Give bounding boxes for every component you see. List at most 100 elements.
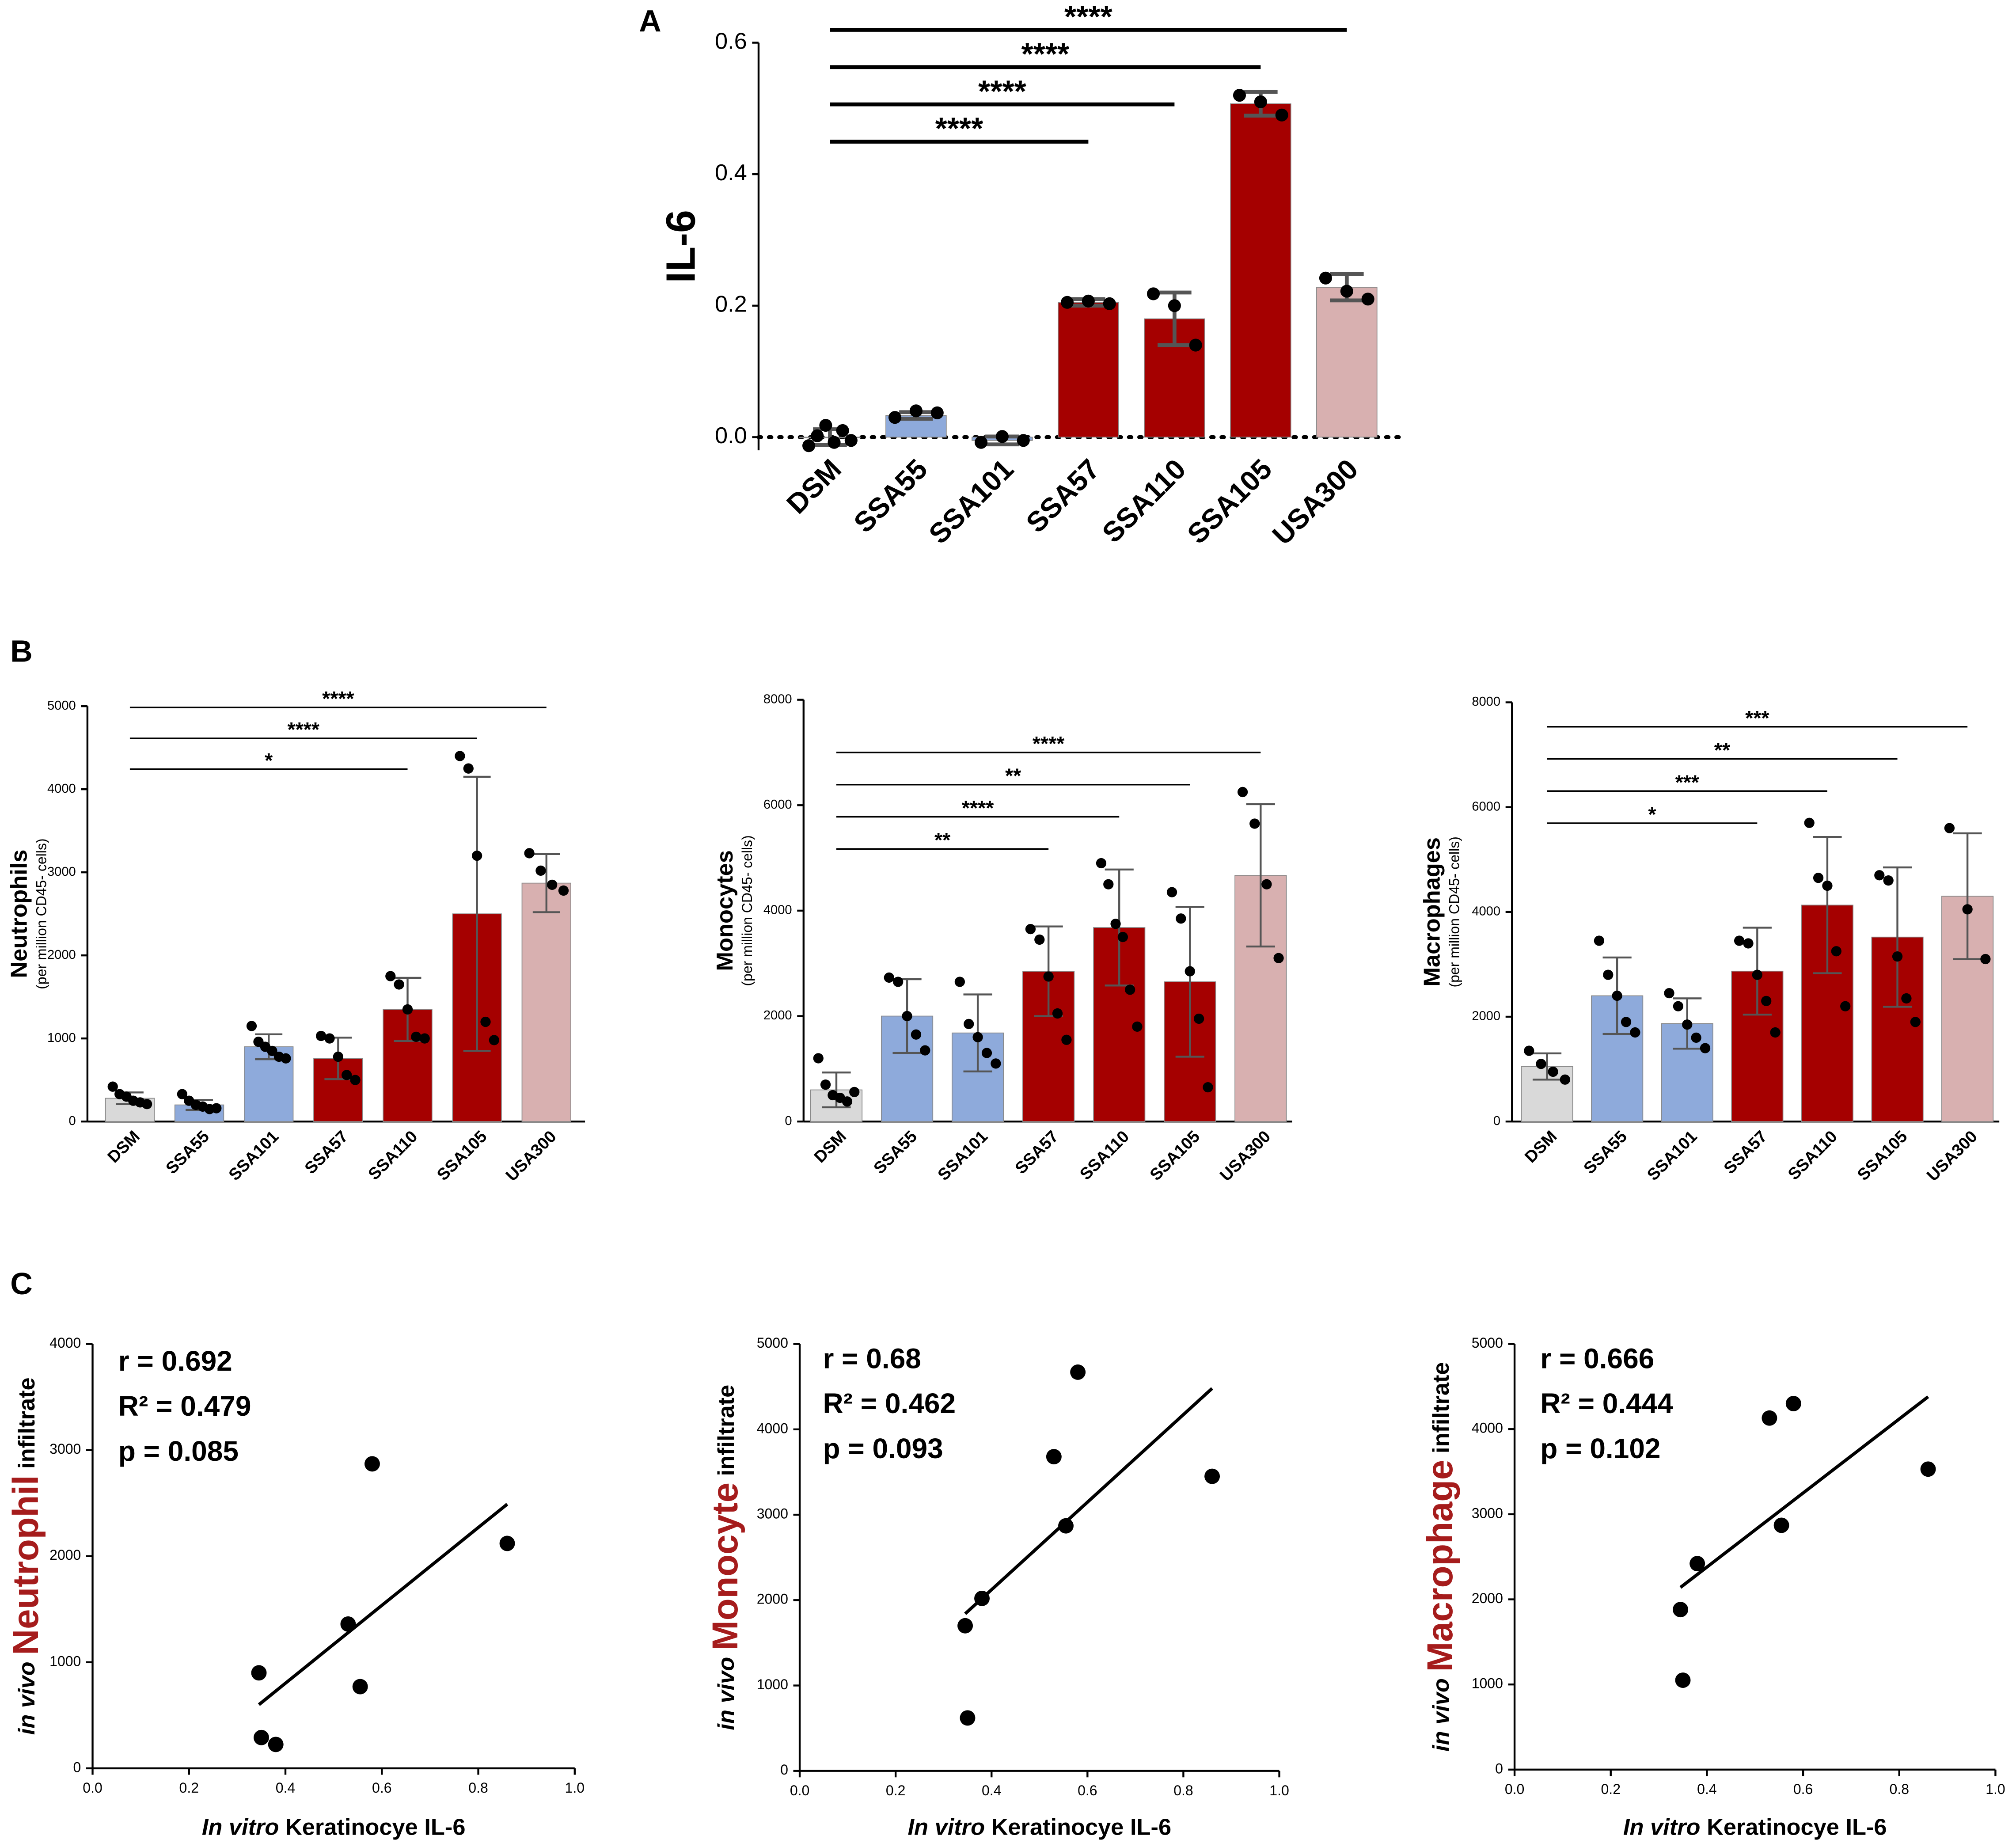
- significance-label: ****: [935, 111, 984, 146]
- data-point: [1980, 954, 1991, 965]
- data-point: [419, 1033, 430, 1044]
- y-axis-label: in vivo Neutrophil infiltrate: [6, 1377, 46, 1735]
- data-point: [1689, 1556, 1705, 1572]
- data-point: [802, 439, 816, 452]
- data-point: [836, 424, 849, 437]
- data-point: [254, 1729, 269, 1745]
- data-point: [1361, 293, 1374, 306]
- stat-annotation: r = 0.68: [823, 1342, 921, 1374]
- data-point: [141, 1099, 152, 1110]
- fit-line: [258, 1503, 509, 1706]
- y-tick-label: 2000: [49, 1547, 81, 1563]
- y-tick-label: 0: [780, 1762, 788, 1778]
- bar: [1022, 971, 1075, 1122]
- data-point: [1052, 1008, 1063, 1019]
- data-point: [1603, 969, 1614, 980]
- data-point: [1273, 953, 1284, 963]
- data-point: [267, 1045, 277, 1056]
- y-label-cell: Macrophage: [1420, 1460, 1460, 1672]
- data-point: [251, 1665, 267, 1681]
- data-point: [1046, 1449, 1062, 1465]
- x-label-prefix: In vitro: [907, 1815, 985, 1840]
- y-tick-label: 1000: [757, 1676, 788, 1692]
- y-tick-label: 4000: [1472, 1420, 1503, 1436]
- y-label-prefix: in vivo: [1428, 1678, 1454, 1752]
- data-point: [1883, 875, 1894, 886]
- y-label-prefix: in vivo: [14, 1661, 40, 1735]
- data-point: [974, 436, 988, 449]
- data-point: [394, 979, 404, 990]
- data-point: [107, 1081, 118, 1092]
- data-point: [1831, 946, 1841, 957]
- data-point: [402, 1004, 413, 1015]
- data-point: [558, 885, 569, 896]
- x-tick-label: SSA105: [1147, 1127, 1204, 1184]
- data-point: [1117, 931, 1128, 943]
- data-point: [342, 1070, 352, 1080]
- y-tick-label: 1000: [49, 1653, 81, 1669]
- y-axis-label: in vivo Macrophage infiltrate: [1420, 1362, 1460, 1752]
- y-axis-label: Neutrophils: [6, 850, 32, 978]
- data-point: [893, 977, 904, 987]
- y-tick-label: 2000: [47, 948, 76, 962]
- data-point: [1340, 285, 1353, 298]
- data-point: [1594, 935, 1605, 946]
- data-point: [1762, 1410, 1777, 1426]
- y-tick-label: 0.4: [715, 160, 747, 186]
- y-label-prefix: in vivo: [714, 1657, 739, 1730]
- y-tick-label: 3000: [49, 1441, 81, 1457]
- data-point: [1944, 823, 1955, 833]
- data-point: [995, 430, 1009, 443]
- data-point: [1261, 879, 1272, 889]
- data-point: [819, 419, 832, 432]
- x-label-rest: Keratinocye IL-6: [1707, 1815, 1887, 1840]
- stat-annotation: p = 0.102: [1540, 1433, 1660, 1464]
- y-tick-label: 2000: [1472, 1009, 1500, 1023]
- data-point: [1822, 880, 1833, 891]
- error-bar: [1175, 906, 1204, 1058]
- data-point: [1682, 1019, 1693, 1030]
- stat-annotation: R² = 0.444: [1540, 1387, 1673, 1419]
- y-tick-label: 4000: [757, 1420, 788, 1436]
- data-point: [1110, 919, 1121, 929]
- data-point: [813, 1053, 824, 1064]
- data-point: [177, 1089, 187, 1099]
- y-tick-label: 4000: [47, 782, 76, 796]
- x-tick-label: 1.0: [565, 1780, 585, 1796]
- y-label-suffix: infiltrate: [14, 1377, 40, 1469]
- y-tick-label: 2000: [763, 1008, 792, 1022]
- x-tick-label: 0.6: [1793, 1781, 1813, 1797]
- data-point: [316, 1030, 327, 1041]
- x-axis-label: In vitro Keratinocye IL-6: [907, 1815, 1171, 1840]
- data-point: [1673, 1602, 1689, 1618]
- x-tick-label: 0.4: [1697, 1781, 1716, 1797]
- y-tick-label: 0.0: [715, 423, 747, 448]
- data-point: [964, 1019, 974, 1030]
- x-tick-label: 0.6: [372, 1780, 391, 1796]
- panel-label: A: [639, 4, 661, 38]
- x-tick-label: 0.6: [1078, 1782, 1097, 1798]
- bar: [1058, 302, 1119, 438]
- data-point: [902, 1011, 912, 1022]
- data-point: [1962, 904, 1973, 915]
- data-point: [333, 1051, 343, 1062]
- data-point: [1840, 1001, 1851, 1011]
- data-point: [974, 1590, 990, 1606]
- x-tick-label: SSA55: [163, 1127, 213, 1178]
- data-point: [1319, 271, 1332, 285]
- y-tick-label: 4000: [763, 903, 792, 917]
- x-tick-label: 0.0: [1505, 1781, 1524, 1797]
- data-point: [455, 751, 465, 761]
- data-point: [1082, 294, 1095, 308]
- x-label-prefix: In vitro: [202, 1815, 279, 1840]
- error-bar: [1813, 836, 1842, 974]
- bar: [1230, 103, 1291, 438]
- significance-label: *: [265, 749, 273, 772]
- x-tick-label: 0.8: [1173, 1782, 1193, 1798]
- data-point: [281, 1053, 291, 1064]
- data-point: [385, 971, 396, 981]
- data-point: [930, 406, 944, 419]
- x-tick-label: SSA105: [433, 1127, 490, 1184]
- x-tick-label: DSM: [780, 453, 847, 520]
